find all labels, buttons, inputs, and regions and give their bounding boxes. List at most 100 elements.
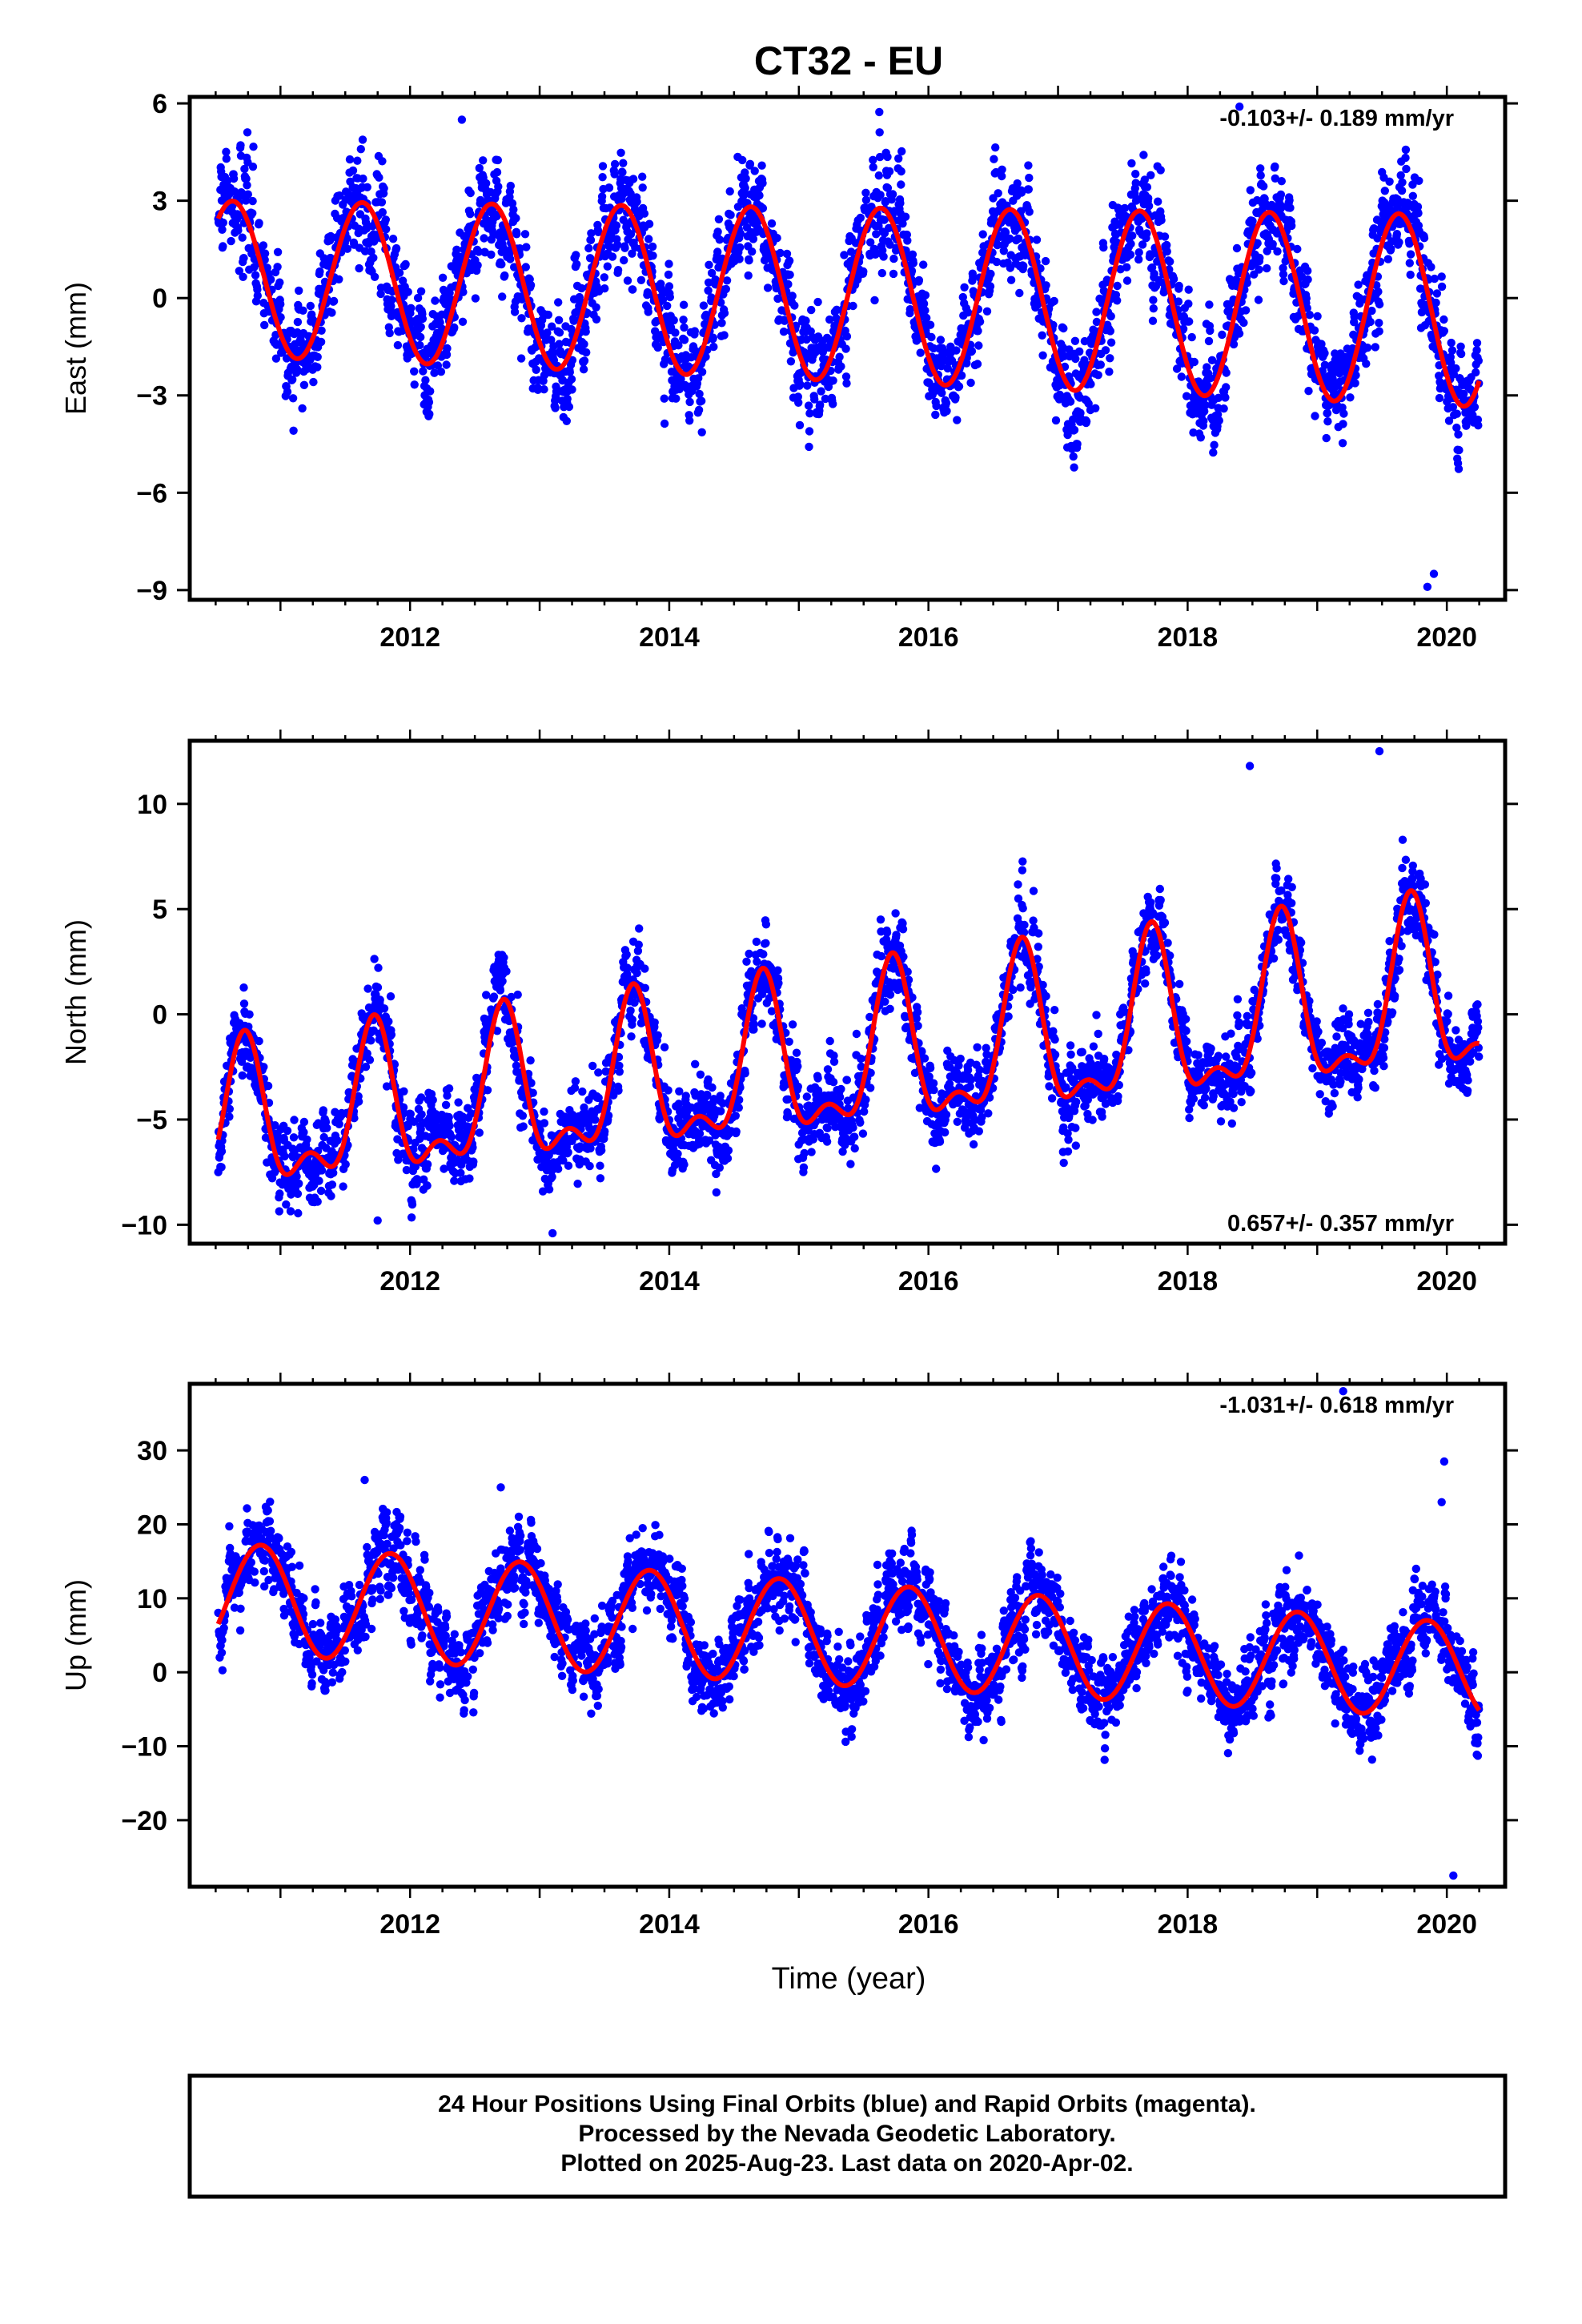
data-point	[644, 308, 652, 316]
data-point	[1397, 186, 1407, 195]
data-point	[292, 364, 302, 374]
data-point	[794, 398, 803, 407]
data-point	[1033, 300, 1042, 309]
data-point	[271, 354, 281, 363]
data-point	[404, 287, 412, 296]
data-point	[1293, 244, 1302, 254]
data-point	[788, 1020, 797, 1029]
data-point	[425, 409, 434, 419]
data-point	[1474, 421, 1483, 430]
data-point	[755, 191, 764, 200]
data-point	[1050, 296, 1058, 306]
data-point	[1235, 269, 1243, 278]
data-point	[1406, 250, 1415, 259]
data-point	[1435, 372, 1443, 380]
data-point	[519, 1122, 528, 1131]
data-point	[663, 301, 672, 311]
data-point	[792, 1048, 801, 1057]
data-point	[1241, 306, 1251, 315]
data-point	[697, 396, 706, 405]
data-point	[1405, 259, 1415, 267]
data-point	[1006, 234, 1014, 243]
data-point	[480, 234, 488, 243]
data-point	[229, 174, 239, 183]
data-point	[960, 283, 969, 292]
data-point	[476, 195, 485, 205]
data-point	[829, 400, 837, 408]
data-point	[260, 320, 269, 330]
data-point	[1092, 317, 1102, 327]
data-point	[1287, 221, 1296, 231]
data-point	[319, 1132, 328, 1142]
data-point	[685, 416, 694, 425]
data-point	[492, 1027, 502, 1035]
data-point	[456, 1168, 465, 1178]
data-point	[745, 159, 755, 168]
data-point	[841, 344, 850, 353]
data-point	[1253, 239, 1262, 247]
data-point	[1219, 404, 1228, 413]
data-point	[842, 332, 852, 341]
data-point	[594, 1093, 603, 1103]
data-point	[1113, 281, 1122, 291]
data-point	[1041, 256, 1050, 266]
data-point	[295, 286, 303, 296]
data-point	[473, 261, 482, 270]
data-point	[1106, 354, 1114, 363]
data-point	[885, 167, 894, 176]
data-point	[498, 977, 507, 986]
data-point	[1131, 179, 1140, 187]
data-point	[1367, 306, 1376, 316]
data-point	[367, 1036, 375, 1045]
data-point	[697, 428, 706, 436]
data-point	[669, 316, 678, 325]
data-point	[584, 243, 593, 253]
data-point	[952, 346, 961, 355]
data-point	[966, 378, 975, 388]
data-point	[1366, 317, 1375, 327]
data-point	[363, 183, 371, 191]
data-point	[379, 184, 388, 193]
data-point	[1127, 159, 1136, 168]
data-point	[253, 285, 262, 294]
data-point	[436, 368, 446, 376]
data-point	[450, 1176, 459, 1185]
data-point	[410, 367, 419, 376]
x-tick-label: 2020	[1416, 622, 1477, 653]
data-point	[1448, 403, 1458, 412]
data-point	[333, 1136, 342, 1145]
data-point	[1101, 346, 1110, 355]
data-point	[581, 328, 590, 336]
data-point	[632, 197, 641, 207]
data-point	[869, 163, 877, 171]
data-point	[1263, 263, 1271, 273]
data-point	[459, 287, 468, 296]
data-point	[387, 302, 396, 311]
data-point	[753, 224, 763, 233]
data-point	[1383, 255, 1393, 263]
data-point	[1207, 356, 1217, 364]
data-point	[1313, 312, 1322, 321]
data-point	[1069, 452, 1078, 461]
data-point	[1166, 257, 1174, 266]
data-point	[327, 308, 336, 317]
data-point	[492, 167, 502, 177]
data-point	[738, 155, 747, 165]
data-point	[585, 1161, 594, 1171]
data-point	[1460, 389, 1468, 398]
data-point	[239, 983, 248, 992]
data-point	[475, 1128, 484, 1137]
data-point	[544, 310, 552, 320]
data-point	[592, 315, 601, 324]
data-point	[283, 388, 292, 396]
data-point	[810, 395, 819, 404]
data-point	[294, 1208, 303, 1218]
data-point	[1178, 324, 1188, 333]
data-point	[861, 195, 871, 204]
data-point	[640, 983, 649, 993]
data-point	[522, 243, 531, 251]
data-point	[752, 937, 761, 947]
data-point	[533, 385, 543, 394]
data-point	[356, 145, 365, 154]
data-point	[1204, 336, 1214, 346]
